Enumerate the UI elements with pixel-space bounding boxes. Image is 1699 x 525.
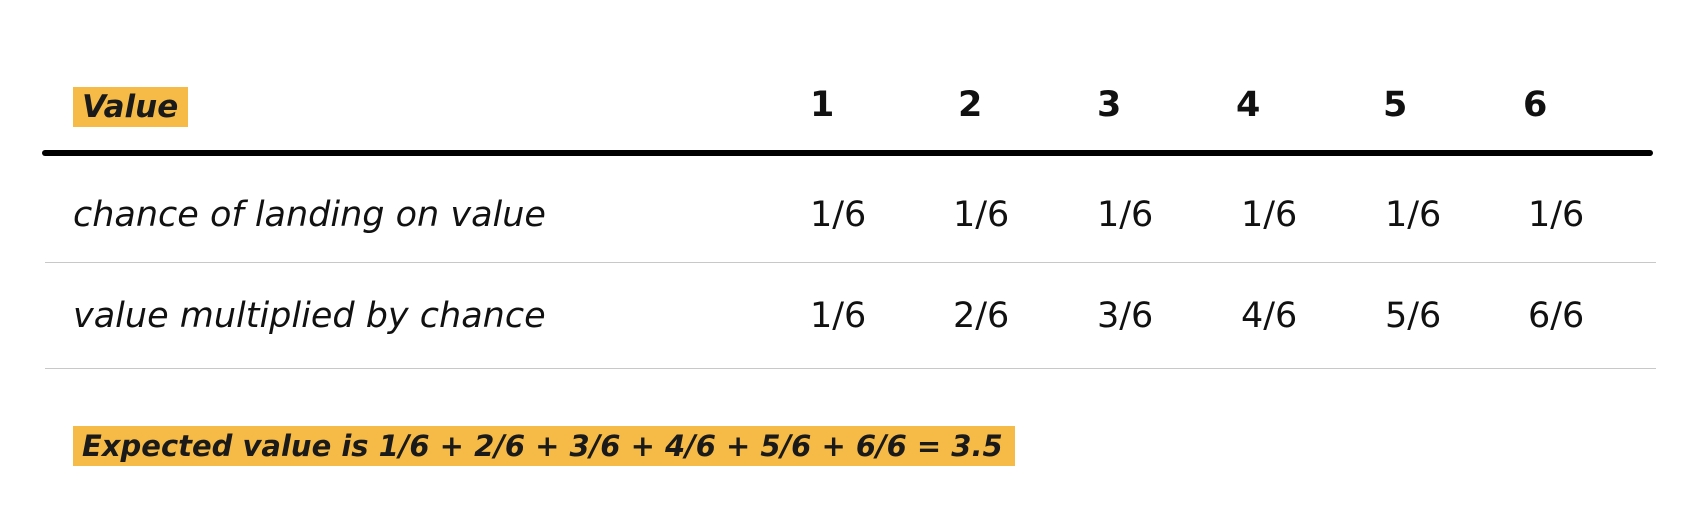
table-cell: 1/6 (953, 195, 1010, 235)
table-cell: 1/6 (1241, 195, 1298, 235)
table-cell: 1/6 (1385, 195, 1442, 235)
column-header-2: 2 (958, 85, 983, 125)
column-header-4: 4 (1236, 85, 1261, 125)
row-divider (45, 368, 1656, 369)
table-cell: 1/6 (1097, 195, 1154, 235)
table-cell: 1/6 (810, 195, 867, 235)
expected-value-note: Expected value is 1/6 + 2/6 + 3/6 + 4/6 … (73, 426, 1015, 466)
header-label-value: Value (73, 87, 189, 127)
table-cell: 3/6 (1097, 296, 1154, 336)
table-cell: 4/6 (1241, 296, 1298, 336)
column-header-3: 3 (1097, 85, 1122, 125)
header-divider (42, 150, 1653, 156)
row-divider (45, 262, 1656, 263)
row-label-chance: chance of landing on value (73, 195, 546, 235)
column-header-1: 1 (810, 85, 835, 125)
row-label-multiplied: value multiplied by chance (73, 296, 546, 336)
table-cell: 6/6 (1528, 296, 1585, 336)
table-cell: 1/6 (1528, 195, 1585, 235)
table-cell: 2/6 (953, 296, 1010, 336)
column-header-6: 6 (1523, 85, 1548, 125)
table-cell: 5/6 (1385, 296, 1442, 336)
column-header-5: 5 (1383, 85, 1408, 125)
table-cell: 1/6 (810, 296, 867, 336)
